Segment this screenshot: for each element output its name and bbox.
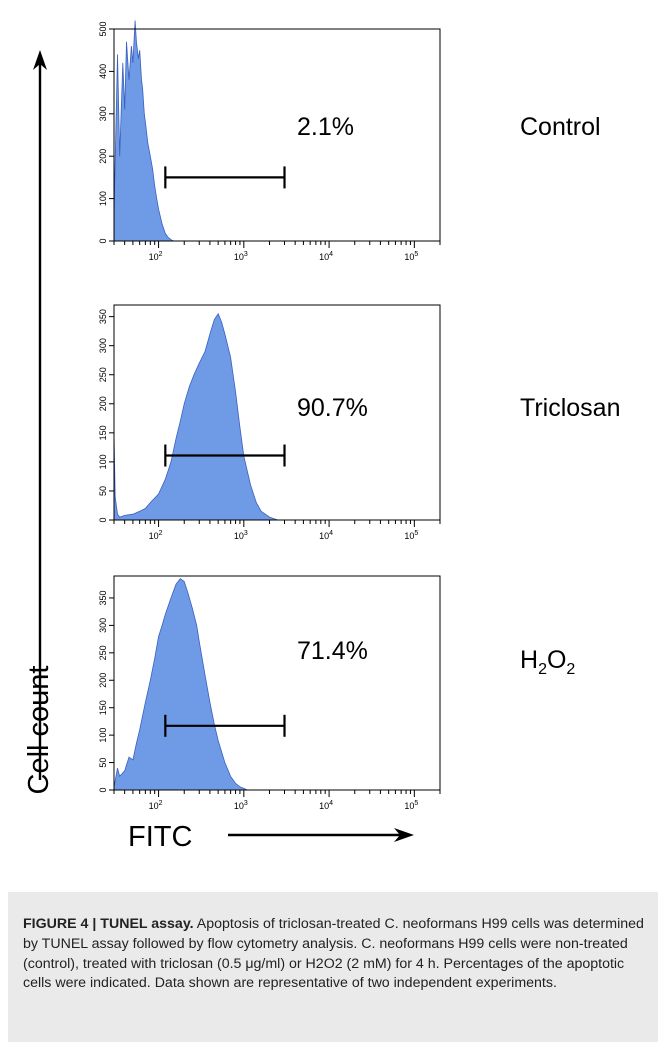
plot-frame [113,304,441,521]
h2o2-sub1: 2 [538,661,547,678]
x-tick-exponent: 3 [244,530,248,537]
y-tick-label: 100 [98,454,108,469]
y-tick-label: 350 [98,309,108,324]
histogram-panel-control: 0 100 200 300 400 500 102 103 104 105 [98,20,441,262]
y-tick-label: 0 [98,238,108,243]
plot-frame [113,28,441,242]
condition-label-h2o2: H2O2 [520,646,575,678]
y-tick-label: 200 [98,673,108,688]
caption-fig-label: FIGURE 4 | TUNEL assay. [23,916,194,932]
y-tick-label: 0 [98,787,108,792]
condition-label-control: Control [520,113,601,141]
y-tick-label: 300 [98,338,108,353]
x-tick-label: 104 [319,800,333,811]
x-tick-label: 102 [149,251,163,262]
y-tick-label: 400 [98,64,108,79]
x-tick-exponent: 4 [329,251,333,258]
x-tick-label: 103 [234,530,248,541]
y-tick-label: 100 [98,191,108,206]
histogram-area [113,578,248,791]
x-tick-exponent: 3 [244,251,248,258]
y-tick-label: 250 [98,645,108,660]
y-tick-label: 100 [98,728,108,743]
figure-caption: FIGURE 4 | TUNEL assay. Apoptosis of tri… [8,892,658,1042]
h2o2-o: O [547,646,566,674]
y-tick-label: 350 [98,590,108,605]
x-tick-exponent: 5 [414,251,418,258]
h2o2-sub2: 2 [566,661,575,678]
y-axis-label: Cell count [23,666,55,795]
y-tick-label: 50 [98,486,108,496]
y-tick-label: 300 [98,618,108,633]
x-tick-label: 103 [234,251,248,262]
y-tick-label: 300 [98,106,108,121]
y-tick-label: 150 [98,700,108,715]
caption-text: FIGURE 4 | TUNEL assay. Apoptosis of tri… [23,892,644,994]
x-tick-exponent: 2 [159,800,163,807]
x-axis-arrow [228,828,414,842]
percentage-control: 2.1% [297,113,354,141]
histogram-panel-triclosan: 0 50 100 150 200 250 300 350 102 103 104 105 [98,304,441,541]
histogram-area [113,312,278,521]
x-tick-exponent: 5 [414,800,418,807]
x-tick-label: 104 [319,251,333,262]
caption-body: Apoptosis of triclosan-treated C. neofor… [23,916,644,992]
condition-label-triclosan: Triclosan [520,394,621,422]
histogram-panel-h2o2: 0 50 100 150 200 250 300 350 102 103 104 105 [98,575,441,811]
x-tick-label: 105 [404,251,418,262]
x-tick-label: 104 [319,530,333,541]
y-tick-label: 50 [98,758,108,768]
y-tick-label: 250 [98,367,108,382]
y-tick-label: 200 [98,396,108,411]
x-tick-exponent: 5 [414,530,418,537]
x-tick-exponent: 3 [244,800,248,807]
x-tick-label: 103 [234,800,248,811]
histogram-area [113,20,174,242]
x-axis-label: FITC [128,821,192,853]
y-axis-arrow [33,50,47,780]
percentage-h2o2: 71.4% [297,637,368,665]
y-tick-label: 0 [98,517,108,522]
percentage-triclosan: 90.7% [297,394,368,422]
x-tick-label: 105 [404,800,418,811]
x-tick-exponent: 2 [159,530,163,537]
x-tick-label: 102 [149,530,163,541]
x-tick-exponent: 4 [329,530,333,537]
x-tick-label: 102 [149,800,163,811]
h2o2-h: H [520,646,538,674]
x-tick-exponent: 4 [329,800,333,807]
x-tick-label: 105 [404,530,418,541]
y-tick-label: 150 [98,425,108,440]
x-tick-exponent: 2 [159,251,163,258]
y-tick-label: 500 [98,21,108,36]
plot-frame [113,575,441,791]
y-tick-label: 200 [98,149,108,164]
